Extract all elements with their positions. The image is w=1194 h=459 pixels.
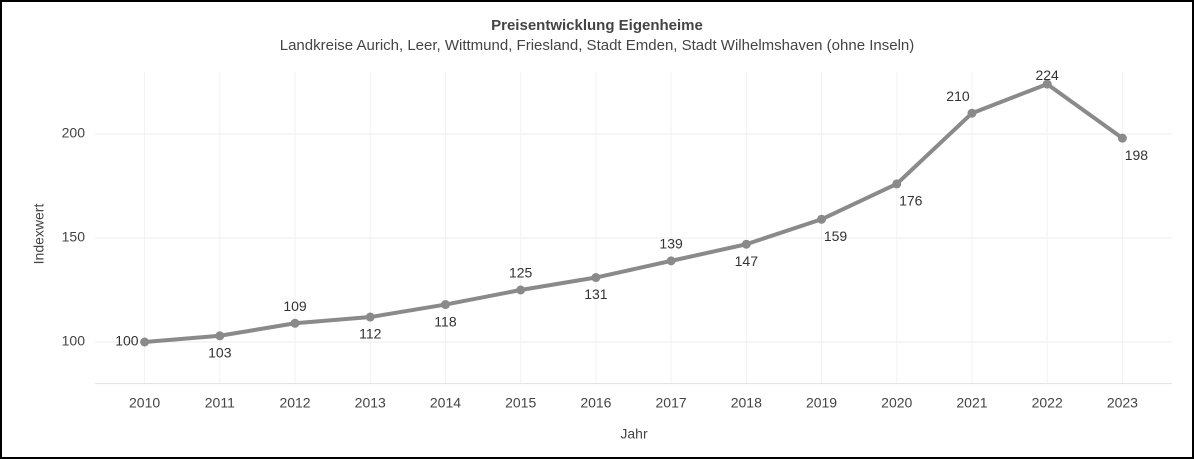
x-tick-label: 2017 — [656, 395, 687, 411]
data-label: 112 — [359, 326, 382, 342]
chart-subtitle: Landkreise Aurich, Leer, Wittmund, Fries… — [280, 37, 914, 54]
x-tick-label: 2021 — [956, 395, 987, 411]
data-label: 176 — [899, 193, 923, 209]
point — [666, 256, 676, 266]
data-label: 109 — [283, 298, 307, 314]
point — [1117, 133, 1127, 143]
point — [741, 239, 751, 249]
x-tick-label: 2023 — [1107, 395, 1138, 411]
data-label: 131 — [584, 286, 608, 302]
x-axis-title: Jahr — [620, 426, 648, 442]
line — [144, 82, 1124, 344]
x-tick-label: 2015 — [505, 395, 536, 411]
point — [365, 312, 375, 322]
data-label: 210 — [946, 88, 970, 104]
data-label: 159 — [824, 228, 848, 244]
y-tick-label: 200 — [62, 125, 86, 141]
point — [290, 318, 300, 328]
x-tick-label: 2010 — [129, 395, 160, 411]
x-tick-label: 2022 — [1032, 395, 1063, 411]
data-label: 224 — [1035, 67, 1059, 83]
data-label: 100 — [115, 333, 139, 349]
x-tick-label: 2012 — [279, 395, 310, 411]
data-label: 118 — [434, 313, 457, 329]
x-tick-label: 2016 — [580, 395, 611, 411]
data-label: 139 — [659, 236, 683, 252]
point — [215, 331, 225, 341]
y-tick-label: 150 — [62, 229, 86, 245]
y-axis-title: Indexwert — [31, 204, 47, 265]
x-tick-label: 2018 — [731, 395, 762, 411]
x-tick-label: 2014 — [430, 395, 461, 411]
point — [591, 273, 601, 283]
data-label: 125 — [509, 265, 533, 281]
point — [892, 179, 902, 189]
point — [440, 300, 450, 310]
data-label: 103 — [208, 344, 232, 360]
x-tick-label: 2019 — [806, 395, 837, 411]
x-tick-label: 2013 — [355, 395, 386, 411]
y-tick-label: 100 — [62, 333, 86, 349]
point — [967, 108, 977, 118]
point — [817, 214, 827, 224]
point — [1042, 79, 1052, 89]
x-tick-label: 2011 — [205, 395, 235, 411]
chart-title: Preisentwicklung Eigenheime — [491, 17, 703, 34]
point — [516, 285, 526, 295]
point — [140, 337, 150, 347]
x-tick-label: 2020 — [881, 395, 912, 411]
data-label: 147 — [735, 253, 759, 269]
data-label: 198 — [1125, 147, 1149, 163]
